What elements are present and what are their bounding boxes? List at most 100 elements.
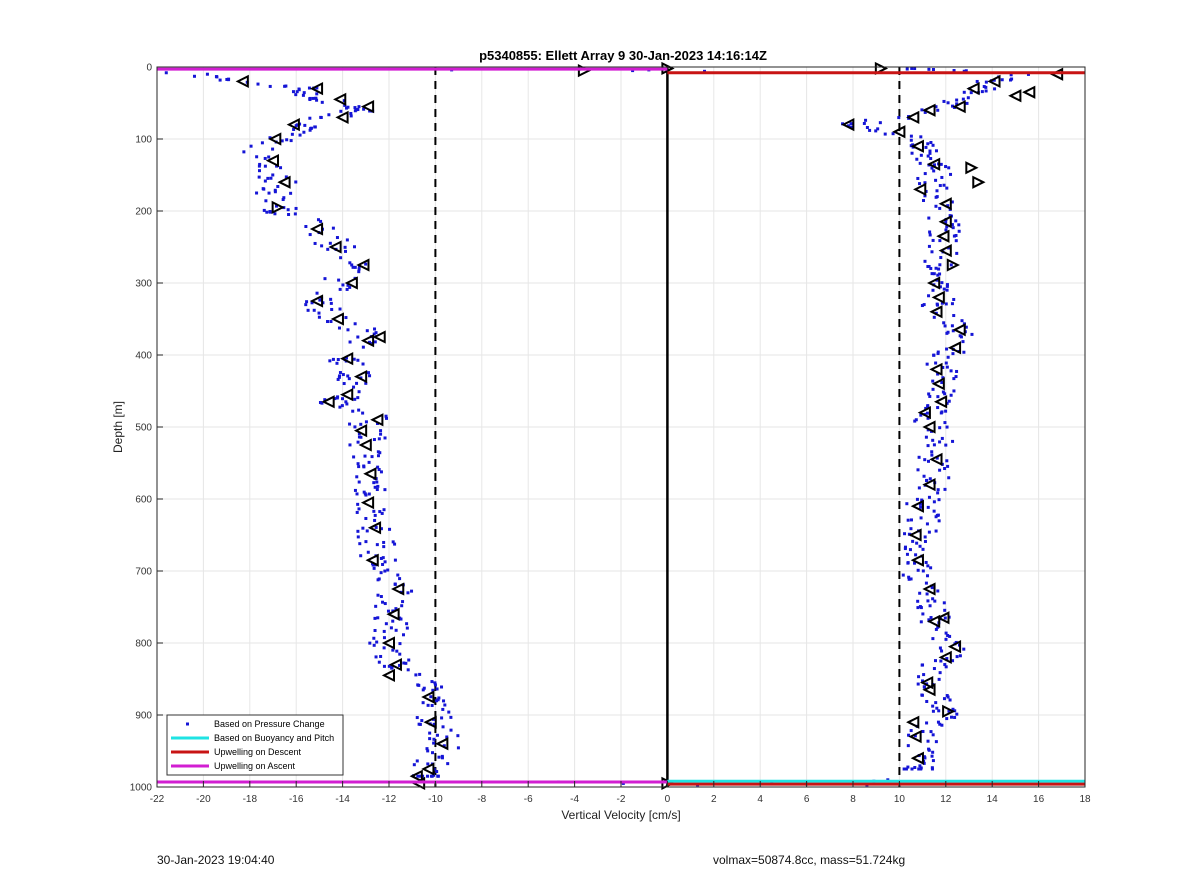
pressure-point: [432, 741, 436, 745]
pressure-point: [928, 230, 932, 234]
direction-marker: [938, 215, 952, 229]
pressure-point: [948, 634, 952, 638]
pressure-point: [933, 599, 937, 603]
pressure-point: [926, 265, 930, 269]
pressure-point: [329, 319, 333, 323]
pressure-point: [425, 747, 429, 751]
pressure-point: [430, 703, 434, 707]
direction-marker: [936, 229, 950, 243]
pressure-point: [926, 564, 930, 568]
pressure-point: [945, 225, 949, 229]
pressure-point: [376, 484, 380, 488]
pressure-point: [947, 476, 951, 480]
pressure-point: [366, 371, 370, 375]
pressure-point: [928, 233, 932, 237]
pressure-point: [965, 101, 969, 105]
pressure-point: [924, 435, 928, 439]
pressure-point: [891, 132, 895, 136]
pressure-point: [262, 208, 266, 212]
pressure-point: [267, 191, 271, 195]
pressure-point: [916, 176, 920, 180]
pressure-point: [355, 510, 359, 514]
pressure-point: [341, 373, 345, 377]
pressure-point: [382, 664, 386, 668]
pressure-point: [382, 540, 386, 544]
pressure-point: [913, 561, 917, 565]
pressure-point: [276, 185, 280, 189]
pressure-point: [345, 238, 349, 242]
pressure-point: [947, 709, 951, 713]
pressure-point: [225, 77, 229, 81]
pressure-point: [353, 109, 357, 113]
pressure-point: [969, 91, 973, 95]
pressure-point: [938, 206, 942, 210]
pressure-point: [344, 249, 348, 253]
pressure-point: [328, 359, 332, 363]
pressure-point: [280, 139, 284, 143]
pressure-point: [249, 144, 253, 148]
direction-marker: [360, 333, 375, 348]
pressure-point: [353, 265, 357, 269]
pressure-point: [308, 233, 312, 237]
pressure-point: [931, 709, 935, 713]
pressure-point: [374, 331, 378, 335]
pressure-point: [919, 153, 923, 157]
pressure-point: [428, 737, 432, 741]
pressure-point: [951, 329, 955, 333]
pressure-point: [927, 747, 931, 751]
pressure-point: [297, 87, 301, 91]
pressure-point: [936, 406, 940, 410]
pressure-point: [337, 375, 341, 379]
direction-marker: [367, 521, 382, 535]
pressure-point: [398, 577, 402, 581]
pressure-point: [349, 114, 353, 118]
pressure-point: [388, 527, 392, 531]
pressure-point: [364, 420, 368, 424]
pressure-point: [883, 132, 887, 136]
pressure-point: [921, 547, 925, 551]
pressure-point: [921, 729, 925, 733]
pressure-point: [938, 239, 942, 243]
pressure-point: [918, 764, 922, 768]
pressure-point: [918, 182, 922, 186]
direction-marker: [942, 704, 956, 719]
pressure-point: [391, 648, 395, 652]
pressure-point: [284, 175, 288, 179]
direction-marker: [360, 495, 375, 510]
direction-marker: [926, 157, 941, 171]
pressure-point: [377, 660, 381, 664]
pressure-point: [934, 529, 938, 533]
pressure-point: [295, 90, 299, 94]
direction-marker: [309, 294, 324, 308]
pressure-point: [373, 513, 377, 517]
pressure-point: [333, 397, 337, 401]
pressure-point: [268, 136, 272, 140]
pressure-point: [436, 698, 440, 702]
pressure-point: [267, 155, 271, 159]
pressure-point: [398, 642, 402, 646]
pressure-point: [375, 543, 379, 547]
direction-marker: [353, 423, 368, 438]
pressure-point: [420, 719, 424, 723]
pressure-point: [351, 265, 355, 269]
pressure-point: [383, 560, 387, 564]
pressure-point: [437, 696, 441, 700]
pressure-point: [331, 226, 335, 230]
pressure-point: [909, 527, 913, 531]
pressure-point: [923, 181, 927, 185]
pressure-point: [359, 554, 363, 558]
y-tick-label: 300: [135, 279, 152, 290]
direction-marker: [365, 553, 379, 567]
pressure-point: [907, 577, 911, 581]
direction-marker: [931, 377, 945, 391]
pressure-point: [417, 683, 421, 687]
pressure-point: [381, 556, 385, 560]
pressure-point: [945, 459, 949, 463]
pressure-point: [445, 735, 449, 739]
pressure-point: [384, 416, 388, 420]
pressure-point: [928, 394, 932, 398]
pressure-point: [909, 729, 913, 733]
pressure-point: [375, 421, 379, 425]
pressure-point: [401, 600, 405, 604]
pressure-point: [945, 657, 949, 661]
